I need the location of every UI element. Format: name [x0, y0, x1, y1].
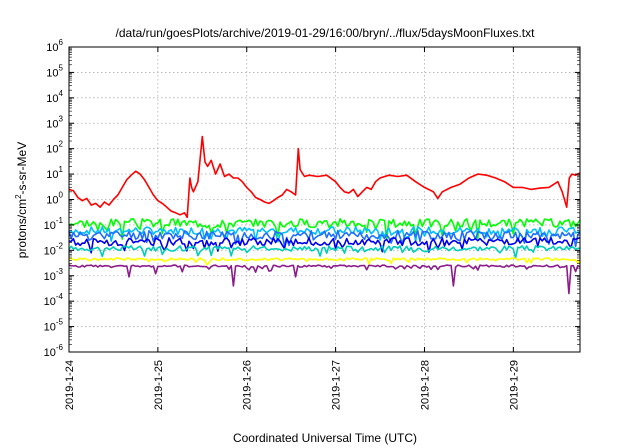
- y-tick-label: 10-3: [44, 267, 64, 283]
- x-tick-label: 2019-1-29: [508, 360, 520, 410]
- y-tick-label: 105: [46, 63, 63, 79]
- x-tick-label: 2019-1-26: [242, 360, 254, 410]
- y-tick-label: 10-1: [44, 216, 64, 232]
- y-label-sup: 2: [14, 194, 23, 199]
- y-tick-label: 10-5: [44, 318, 64, 334]
- x-tick-label: 2019-1-24: [64, 360, 76, 410]
- x-tick-label: 2019-1-28: [419, 360, 431, 410]
- y-axis: 10-6 10-5 10-4 10-3 10-2 10-1 100 101 102 103 104 1…: [44, 38, 580, 359]
- series-line-5: [68, 237, 581, 254]
- y-label-base: protons/cm: [15, 199, 29, 258]
- y-tick-label: 10-2: [44, 241, 64, 257]
- series-line-4: [68, 229, 581, 248]
- y-tick-label: 104: [46, 89, 63, 105]
- y-tick-label: 10-4: [44, 292, 64, 308]
- x-tick-label: 2019-1-25: [153, 360, 165, 410]
- grid: [69, 47, 580, 352]
- series-line-7: [68, 257, 581, 266]
- x-tick-label: 2019-1-27: [331, 360, 343, 410]
- y-tick-label: 10-6: [44, 343, 64, 359]
- chart-title: /data/run/goesPlots/archive/2019-01-29/1…: [116, 26, 536, 40]
- y-tick-label: 102: [46, 140, 63, 156]
- series-line-6: [68, 245, 580, 259]
- series-line-8: [68, 264, 581, 295]
- y-label-tail: -s-sr-MeV: [15, 142, 29, 195]
- x-axis: 2019-1-24 2019-1-25 2019-1-26 2019-1-27 2019…: [64, 47, 520, 410]
- y-tick-label: 100: [46, 191, 63, 207]
- x-axis-label: Coordinated Universal Time (UTC): [233, 431, 417, 445]
- y-tick-label: 103: [46, 114, 63, 130]
- series-line-1: [68, 135, 581, 219]
- y-tick-label: 101: [46, 165, 63, 181]
- y-axis-label: protons/cm2-s-sr-MeV: [14, 142, 29, 258]
- series-group: [68, 135, 581, 295]
- y-tick-label: 106: [46, 38, 63, 54]
- series-line-2: [68, 218, 581, 240]
